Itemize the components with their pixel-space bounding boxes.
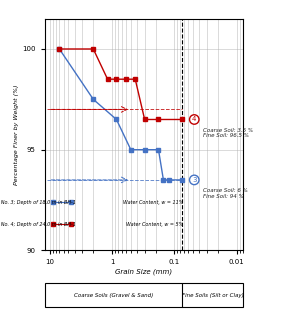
Text: Water Content, w = 5%: Water Content, w = 5% xyxy=(126,222,183,227)
Y-axis label: Percentage Finer by Weight (%): Percentage Finer by Weight (%) xyxy=(14,84,19,185)
Text: Coarse Soil: 6 %
Fine Soil: 94 %: Coarse Soil: 6 % Fine Soil: 94 % xyxy=(203,188,248,199)
Text: 4: 4 xyxy=(192,116,197,122)
Text: Fine Soils (Silt or Clay): Fine Soils (Silt or Clay) xyxy=(181,293,243,297)
Text: – Sample No. 3; Depth of 18.0 m in BH-1: – Sample No. 3; Depth of 18.0 m in BH-1 xyxy=(0,200,76,205)
Text: Coarse Soil: 3.5 %
Fine Soil: 96.5 %: Coarse Soil: 3.5 % Fine Soil: 96.5 % xyxy=(203,127,253,138)
Text: – Sample No. 4; Depth of 24.0 m in BH-1: – Sample No. 4; Depth of 24.0 m in BH-1 xyxy=(0,222,76,227)
Text: Coarse Soils (Gravel & Sand): Coarse Soils (Gravel & Sand) xyxy=(74,293,153,297)
Text: 3: 3 xyxy=(192,177,197,183)
Text: Water Content, w = 11%: Water Content, w = 11% xyxy=(123,200,183,205)
X-axis label: Grain Size (mm): Grain Size (mm) xyxy=(115,268,172,275)
